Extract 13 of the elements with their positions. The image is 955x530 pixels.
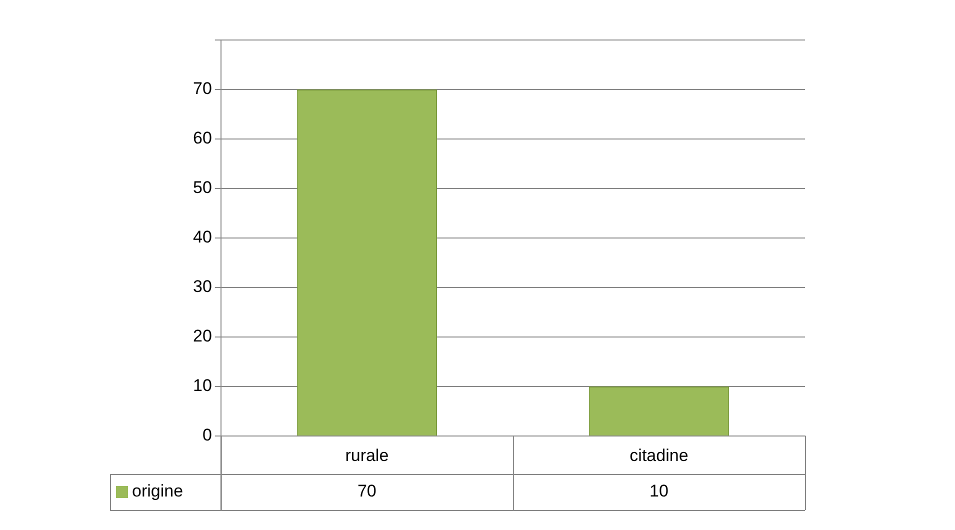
legend-label: origine [132, 482, 184, 501]
x-tick-label: rurale [345, 446, 389, 465]
y-tick-label: 30 [192, 277, 212, 296]
y-tick-label: 20 [192, 326, 212, 346]
y-tick-label: 70 [192, 79, 212, 98]
y-tick-label: 0 [202, 426, 212, 445]
data-label: 10 [650, 482, 668, 501]
y-tick-label: 10 [192, 376, 212, 396]
y-tick-label: 40 [192, 228, 212, 247]
y-tick-label: 50 [192, 178, 212, 198]
x-tick-label: citadine [630, 446, 688, 465]
y-tick-label: 60 [192, 128, 212, 148]
data-label: 70 [357, 482, 376, 501]
